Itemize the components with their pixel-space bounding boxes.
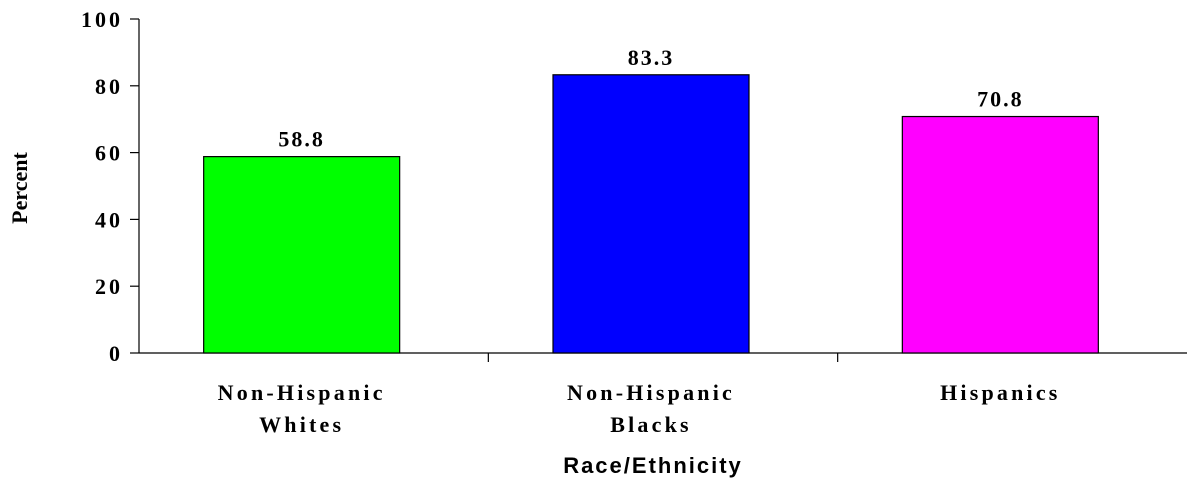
plot-area: 0 20 40 60 80 100 58.8 Non-Hispanic Whites 83.3 No… xyxy=(81,7,1187,437)
x-tick-label: Whites xyxy=(259,412,344,437)
y-axis-label: Percent xyxy=(7,152,32,224)
x-tick-label: Hispanics xyxy=(940,380,1061,405)
x-axis-label: Race/Ethnicity xyxy=(563,453,743,478)
y-tick-label: 0 xyxy=(109,341,123,366)
bar xyxy=(552,74,750,354)
y-tick-label: 100 xyxy=(81,7,123,32)
bar-value-label: 58.8 xyxy=(278,127,325,152)
bar-value-label: 83.3 xyxy=(628,45,675,70)
y-tick-label: 20 xyxy=(95,274,123,299)
x-tick-label: Blacks xyxy=(610,412,692,437)
x-tick-label: Non-Hispanic xyxy=(567,380,735,405)
x-tick-label: Non-Hispanic xyxy=(218,380,386,405)
y-tick-label: 60 xyxy=(95,141,123,166)
bar xyxy=(901,115,1099,354)
bar xyxy=(203,156,401,354)
y-tick-label: 40 xyxy=(95,207,123,232)
y-tick-label: 80 xyxy=(95,74,123,99)
bar-value-label: 70.8 xyxy=(977,87,1024,112)
